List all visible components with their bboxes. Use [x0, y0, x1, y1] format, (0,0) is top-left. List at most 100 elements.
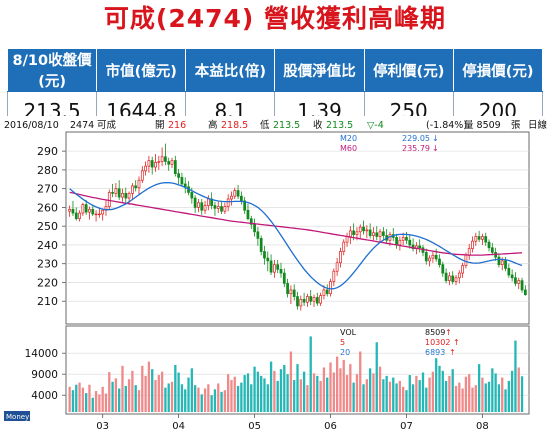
candle-body	[71, 208, 75, 214]
volume-bar	[441, 370, 444, 412]
stats-header-pe: 本益比(倍)	[185, 48, 276, 92]
candle-body	[167, 161, 171, 165]
candle-body	[299, 299, 303, 307]
price-tick-label: 210	[37, 295, 58, 308]
candle-body	[97, 213, 101, 216]
volume-bar	[111, 381, 114, 412]
quote-period: 日線	[528, 119, 548, 131]
candle-body	[160, 156, 164, 162]
volume-bar	[273, 370, 276, 412]
volume-bar	[134, 385, 137, 412]
volume-bar	[256, 371, 260, 412]
volume-bar	[289, 351, 293, 412]
volume-tick-label: 9000	[31, 369, 58, 381]
volume-bar	[203, 388, 207, 412]
stats-header-take-profit: 停利價(元)	[363, 48, 454, 92]
quote-low-label: 低	[260, 119, 270, 131]
candle-body	[154, 162, 157, 168]
price-axis: 290 280 270 260 250 240 230 220 210	[37, 145, 66, 308]
candle-body	[170, 160, 174, 165]
candle-body	[101, 209, 105, 215]
volume-bar	[349, 364, 352, 412]
candle-body	[236, 190, 240, 197]
volume-bar	[477, 364, 481, 412]
volume-bar	[421, 372, 425, 412]
volume-bar	[398, 380, 402, 412]
v20-arrow-icon: ↑	[449, 348, 456, 357]
candle-body	[127, 193, 131, 199]
candle-body	[91, 208, 95, 215]
volume-bar	[510, 370, 514, 412]
candle-body	[292, 289, 296, 297]
candle-body	[372, 232, 375, 236]
volume-bar	[448, 375, 451, 412]
candle-body	[325, 289, 329, 295]
volume-bar	[71, 390, 75, 412]
candle-body	[306, 296, 309, 303]
candle-body	[474, 236, 478, 242]
volume-bar	[131, 370, 134, 412]
candle-body	[319, 295, 322, 304]
m60-arrow-icon: ↓	[432, 144, 439, 153]
candle-body	[448, 275, 451, 281]
candle-body	[107, 192, 111, 207]
candle-body	[289, 289, 293, 295]
vol-legend: VOL 8509 ↑ 5 10302 ↑ 20 6893 ↑	[340, 328, 460, 357]
candle-body	[164, 156, 167, 162]
volume-bar	[388, 381, 392, 412]
candle-body	[220, 206, 223, 212]
volume-bar	[276, 380, 279, 412]
volume-bar	[468, 374, 471, 412]
x-tick-label: 06	[324, 421, 337, 432]
volume-bar	[243, 375, 246, 412]
volume-bar	[283, 364, 286, 412]
volume-bar	[352, 382, 355, 412]
candle-body	[348, 230, 352, 237]
candle-body	[81, 204, 85, 214]
candle-body	[213, 205, 217, 209]
candle-body	[147, 160, 151, 167]
candle-body	[490, 247, 494, 253]
volume-bar	[431, 371, 435, 412]
candle-body	[401, 237, 405, 241]
volume-bar	[144, 375, 147, 412]
volume-bar	[335, 356, 339, 412]
candle-body	[481, 236, 484, 240]
m60-value: 235.79	[402, 144, 430, 153]
v20-label: 20	[340, 348, 350, 357]
m20-label: M20	[340, 134, 357, 143]
volume-bar	[299, 379, 302, 412]
candle-body	[312, 297, 316, 302]
volume-bar	[365, 379, 369, 412]
candle-body	[88, 208, 91, 213]
candle-body	[504, 260, 507, 269]
volume-bar	[187, 377, 190, 412]
candle-body	[140, 170, 144, 181]
volume-bar	[213, 389, 217, 412]
candle-body	[510, 274, 514, 279]
candle-body	[263, 251, 266, 259]
volume-bar	[246, 373, 250, 412]
volume-bar	[408, 375, 411, 412]
volume-bar	[471, 387, 474, 412]
stats-header-pb: 股價淨值比	[274, 48, 365, 92]
volume-bar	[520, 376, 524, 412]
m60-line	[69, 191, 523, 256]
volume-bar	[108, 372, 111, 412]
candle-body	[233, 190, 237, 197]
candle-body	[438, 258, 441, 265]
price-tick-label: 280	[37, 164, 58, 177]
candle-body	[273, 264, 276, 273]
volume-bar	[514, 340, 517, 412]
vol-value: 8509	[425, 328, 445, 337]
price-tick-label: 230	[37, 258, 58, 271]
price-tick-label: 240	[37, 239, 58, 252]
candle-body	[150, 160, 154, 168]
candle-body	[411, 244, 415, 250]
candle-body	[302, 299, 306, 303]
candle-body	[117, 188, 121, 198]
m20-value: 229.05	[402, 134, 430, 143]
quote-open-label: 開	[155, 120, 165, 131]
volume-bar	[501, 377, 504, 412]
volume-bar	[435, 358, 438, 412]
